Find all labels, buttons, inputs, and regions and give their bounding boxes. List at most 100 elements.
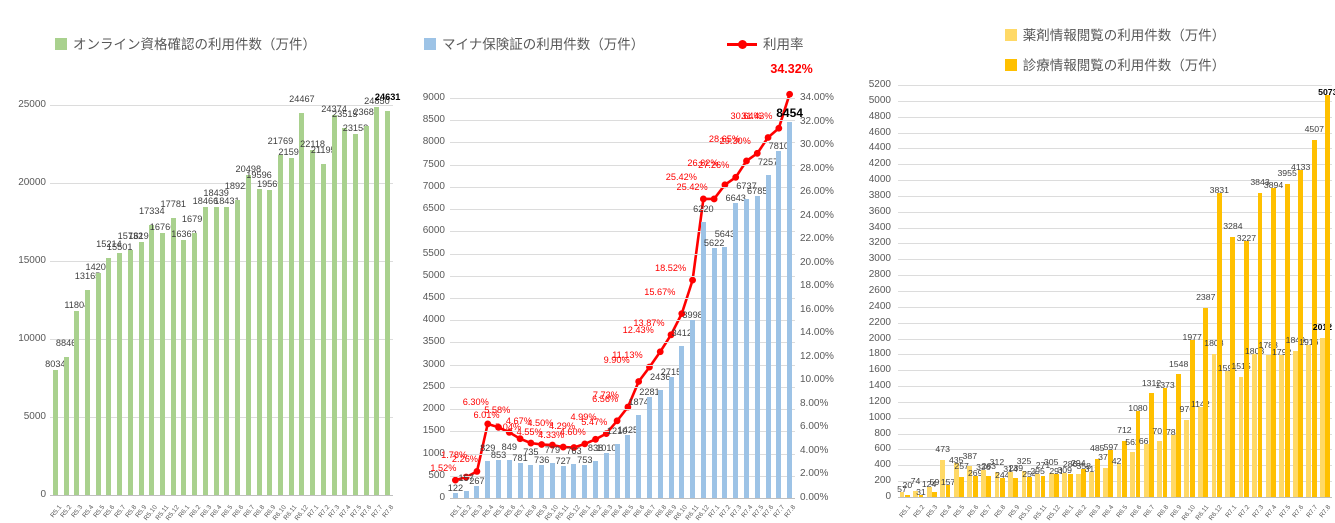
bar-label: 6737	[736, 180, 757, 191]
y-tick-label: 4400	[868, 142, 891, 154]
bar-label: 23158	[342, 122, 369, 133]
bar-medical-info	[1135, 411, 1141, 497]
bar	[776, 150, 782, 498]
usage-rate-label: 2.26%	[451, 454, 478, 465]
bar	[690, 320, 696, 498]
bar-label-drug-info: 314	[1003, 464, 1018, 475]
bar-label-medical-info: 20	[902, 479, 913, 490]
bar-label: 157	[458, 473, 474, 484]
bar	[496, 460, 502, 498]
usage-rate-label: 34.32%	[770, 62, 813, 77]
bar-drug-info	[1116, 463, 1122, 497]
bar	[374, 107, 380, 495]
bar-drug-info	[1197, 406, 1203, 497]
x-tick-label: R6.11	[1194, 504, 1211, 522]
bar-label: 8454	[776, 106, 803, 121]
bar-label: 5622	[703, 238, 725, 249]
y-tick-label-percent: 28.00%	[800, 162, 834, 174]
usage-rate-label: 11.13%	[612, 350, 643, 361]
bar-drug-info	[1252, 354, 1257, 497]
bar-medical-info	[904, 495, 910, 497]
gridline	[898, 370, 1332, 372]
bar-label-drug-info: 124	[921, 479, 937, 490]
bar-label-medical-info: 244	[995, 469, 1010, 480]
gridline	[450, 231, 795, 233]
y-tick-label: 600	[874, 443, 891, 455]
bar	[668, 377, 674, 498]
bar-label: 16791	[181, 214, 208, 225]
x-tick-label: R6.2	[1074, 504, 1089, 520]
bar-label-medical-info: 3894	[1263, 180, 1284, 191]
x-tick-label: R5.4	[939, 504, 953, 520]
bar-drug-info	[994, 472, 1000, 497]
y-tick-label: 4500	[422, 292, 445, 303]
gridline	[898, 497, 1332, 498]
bar	[385, 110, 391, 495]
y-tick-label-percent: 18.00%	[800, 280, 834, 292]
bar-medical-info	[972, 475, 978, 497]
bar-drug-info	[1157, 441, 1163, 497]
bar-medical-info	[1176, 374, 1182, 497]
bar	[277, 155, 283, 495]
gridline	[898, 180, 1332, 182]
bar-medical-info	[1203, 307, 1209, 497]
bar-drug-info	[913, 491, 918, 497]
bar-label-medical-info: 1080	[1128, 403, 1148, 414]
gridline	[450, 298, 795, 299]
gridline	[898, 164, 1332, 166]
red-line-marker-icon	[727, 40, 757, 49]
bar	[127, 249, 133, 495]
gridline	[450, 164, 795, 166]
bar-label-drug-info: 435	[948, 454, 964, 465]
bar-label: 736	[533, 455, 550, 466]
bar	[256, 189, 262, 495]
bar-label-drug-info: 305	[1043, 457, 1059, 468]
bar	[593, 460, 599, 498]
bar	[331, 114, 337, 495]
bar-medical-info	[1040, 475, 1046, 497]
bar-label-drug-info: 701	[1152, 425, 1167, 436]
bar-medical-info	[1216, 193, 1222, 497]
bar-drug-info	[926, 487, 932, 497]
bar-label-drug-info: 1849	[1285, 335, 1305, 345]
x-tick-label: R7.3	[1250, 504, 1265, 520]
x-tick-label: R7.4	[1264, 504, 1279, 520]
bar-label: 20498	[235, 164, 262, 175]
bar-label: 15732	[117, 230, 144, 241]
bar	[657, 389, 663, 498]
y-tick-label: 4000	[422, 314, 445, 326]
bar-label: 779	[544, 445, 561, 456]
y-tick-label-percent: 4.00%	[800, 444, 829, 456]
bar-label: 17781	[160, 198, 187, 209]
bar-label-drug-info: 294	[1071, 458, 1086, 469]
bar	[224, 207, 230, 495]
bar-medical-info	[1054, 473, 1059, 497]
y-tick-label-percent: 26.00%	[800, 186, 834, 198]
bar-label: 735	[523, 447, 539, 458]
bar-label-drug-info: 666	[1138, 436, 1154, 447]
bar-label: 8846	[55, 338, 77, 348]
bar-label: 18466	[192, 195, 219, 206]
x-tick-label: R7.2	[1237, 504, 1252, 520]
yellow-square-icon	[1004, 29, 1017, 41]
gridline	[898, 259, 1332, 261]
x-tick-label: R5.2	[911, 504, 926, 520]
x-tick-label: R5.6	[966, 504, 981, 520]
bar-label: 3412	[671, 328, 693, 339]
bar	[679, 346, 685, 498]
y-tick-label: 5000	[868, 94, 891, 106]
bar-label: 18431	[214, 196, 240, 207]
bar-drug-info	[1008, 472, 1013, 497]
gridline	[450, 98, 795, 99]
gridline	[898, 227, 1332, 229]
y-tick-label-percent: 22.00%	[800, 233, 834, 245]
y-tick-label: 500	[428, 469, 445, 481]
bar	[636, 414, 642, 498]
bar-label: 727	[555, 455, 571, 466]
y-tick-label: 3400	[868, 221, 891, 233]
bar	[614, 444, 620, 498]
usage-rate-label: 4.50%	[527, 418, 554, 429]
bar	[711, 248, 717, 498]
bar-label: 15501	[106, 242, 133, 253]
gridline	[450, 320, 795, 322]
